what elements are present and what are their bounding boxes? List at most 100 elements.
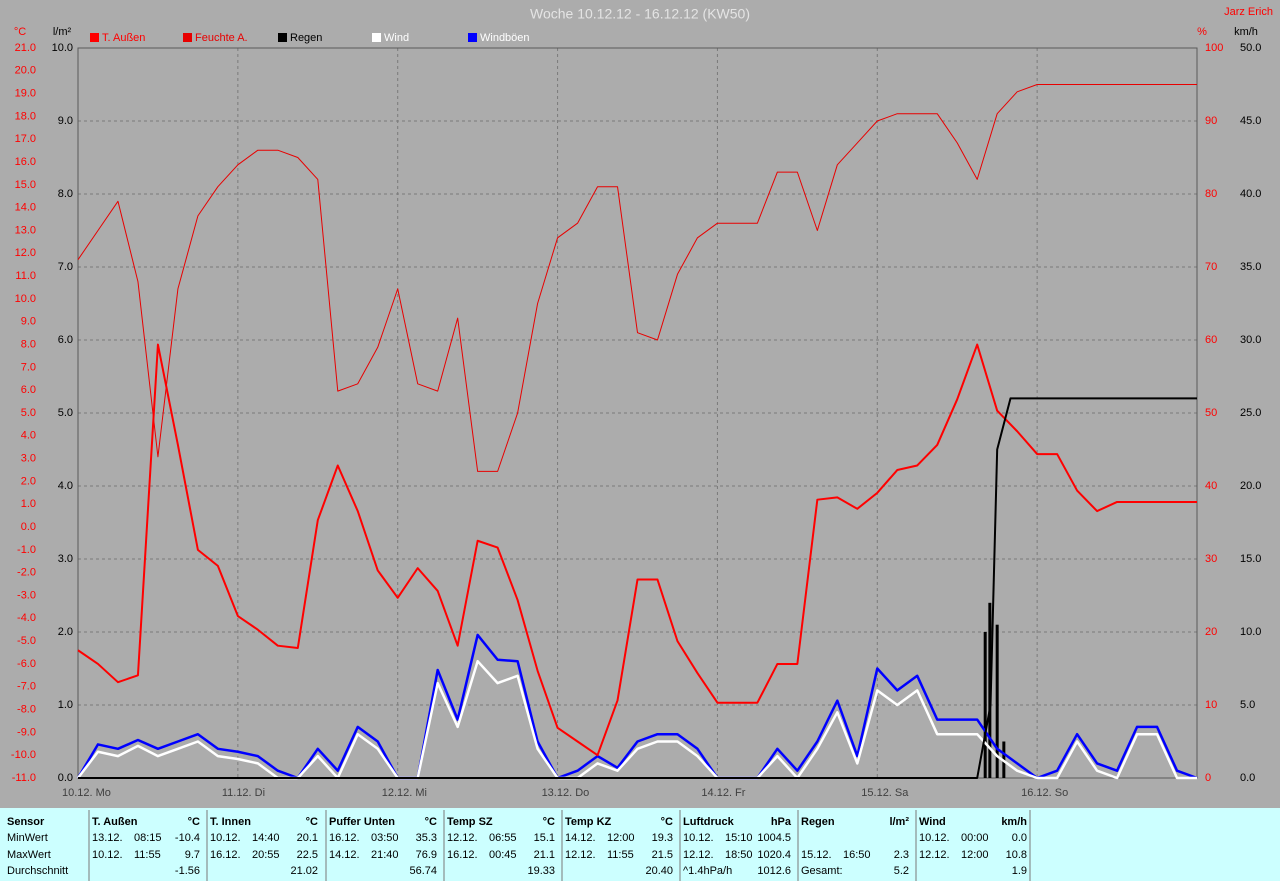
y-tick-label: -9.0 [17,726,36,738]
stat-time: 06:55 [489,832,517,844]
stat-date: 14.12. [329,849,360,861]
y-tick-label: 6.0 [21,384,36,396]
y-tick-label: -5.0 [17,635,36,647]
y-tick-label: 5.0 [58,407,73,419]
stat-date: 12.12. [919,849,950,861]
axis-unit: % [1197,26,1207,38]
stat-value: 15.1 [534,832,555,844]
stat-date: 16.12. [447,849,478,861]
x-tick-label: 14.12. Fr [701,787,745,799]
group-unit: °C [425,816,437,828]
rain-bar [988,602,992,778]
x-tick-label: 16.12. So [1021,787,1068,799]
y-tick-label: -4.0 [17,612,36,624]
x-tick-label: 10.12. Mo [62,787,111,799]
chart-title: Woche 10.12.12 - 16.12.12 (KW50) [530,6,750,22]
y-tick-label: 0.0 [58,772,73,784]
stat-time: 03:50 [371,832,399,844]
y-tick-label: 10 [1205,699,1217,711]
stat-value: 21.5 [652,849,673,861]
legend-label: Windböen [480,32,530,44]
stat-value: 10.8 [1006,849,1027,861]
series-line [77,659,1197,780]
stat-value: 19.3 [652,832,673,844]
stat-value: 35.3 [416,832,437,844]
row-label: Sensor [7,816,45,828]
y-tick-label: 90 [1205,115,1217,127]
group-name: T. Innen [210,816,251,828]
stat-note: Gesamt: [801,865,843,877]
stat-value: 21.02 [290,865,318,877]
y-tick-label: 14.0 [15,202,36,214]
stat-value: 0.0 [1012,832,1027,844]
y-tick-label: 30 [1205,553,1217,565]
stat-date: 12.12. [565,849,596,861]
stat-value: 76.9 [416,849,437,861]
y-tick-label: 0.0 [1240,772,1255,784]
group-unit: °C [543,816,555,828]
stat-date: 16.12. [329,832,360,844]
y-tick-label: 12.0 [15,247,36,259]
stat-time: 21:40 [371,849,399,861]
stat-value: 19.33 [527,865,555,877]
stat-value: 5.2 [894,865,909,877]
y-tick-label: 10.0 [52,42,73,54]
y-tick-label: 40.0 [1240,188,1261,200]
stat-value: 56.74 [409,865,437,877]
y-tick-label: 5.0 [1240,699,1255,711]
axis-unit: °C [14,26,26,38]
stat-time: 14:40 [252,832,280,844]
stat-time: 11:55 [134,849,161,861]
y-tick-label: -1.0 [17,544,36,556]
group-name: T. Außen [92,816,138,828]
legend-label: Feuchte A. [195,32,248,44]
y-tick-label: 17.0 [15,133,36,145]
y-tick-label: 40 [1205,480,1217,492]
y-tick-label: 0.0 [21,521,36,533]
group-name: Luftdruck [683,816,735,828]
y-tick-label: 50 [1205,407,1217,419]
y-tick-label: -3.0 [17,589,36,601]
stat-date: 15.12. [801,849,832,861]
rain-bar [983,632,987,778]
x-tick-label: 12.12. Mi [382,787,427,799]
stat-time: 11:55 [607,849,634,861]
stat-value: 1020.4 [757,849,791,861]
y-tick-label: 4.0 [58,480,73,492]
group-unit: hPa [771,816,792,828]
y-tick-label: -11.0 [12,772,36,784]
stat-date: 14.12. [565,832,596,844]
x-tick-label: 13.12. Do [542,787,590,799]
rain-bar [995,624,999,778]
stat-date: 13.12. [92,832,123,844]
y-tick-label: 15.0 [15,179,36,191]
y-tick-label: 2.0 [21,475,36,487]
y-tick-label: 4.0 [21,430,36,442]
row-label: Durchschnitt [7,865,68,877]
group-name: Regen [801,816,835,828]
legend-swatch [90,33,99,42]
y-tick-label: 13.0 [15,224,36,236]
y-tick-label: -10.0 [11,749,36,761]
y-tick-label: 8.0 [21,338,36,350]
y-tick-label: 35.0 [1240,261,1261,273]
y-tick-label: -2.0 [17,567,36,579]
y-tick-label: -6.0 [17,658,36,670]
y-tick-label: 10.0 [1240,626,1261,638]
stat-date: 16.12. [210,849,241,861]
stat-value: 9.7 [185,849,200,861]
group-unit: l/m² [889,816,909,828]
stat-value: 20.40 [645,865,673,877]
legend-swatch [372,33,381,42]
y-tick-label: 20 [1205,626,1217,638]
x-tick-label: 15.12. Sa [861,787,909,799]
legend-label: Regen [290,32,322,44]
axis-unit: l/m² [53,26,72,38]
row-label: MinWert [7,832,48,844]
group-name: Temp KZ [565,816,612,828]
series-line [77,343,1197,757]
legend-label: Wind [384,32,409,44]
stat-date: 10.12. [683,832,714,844]
